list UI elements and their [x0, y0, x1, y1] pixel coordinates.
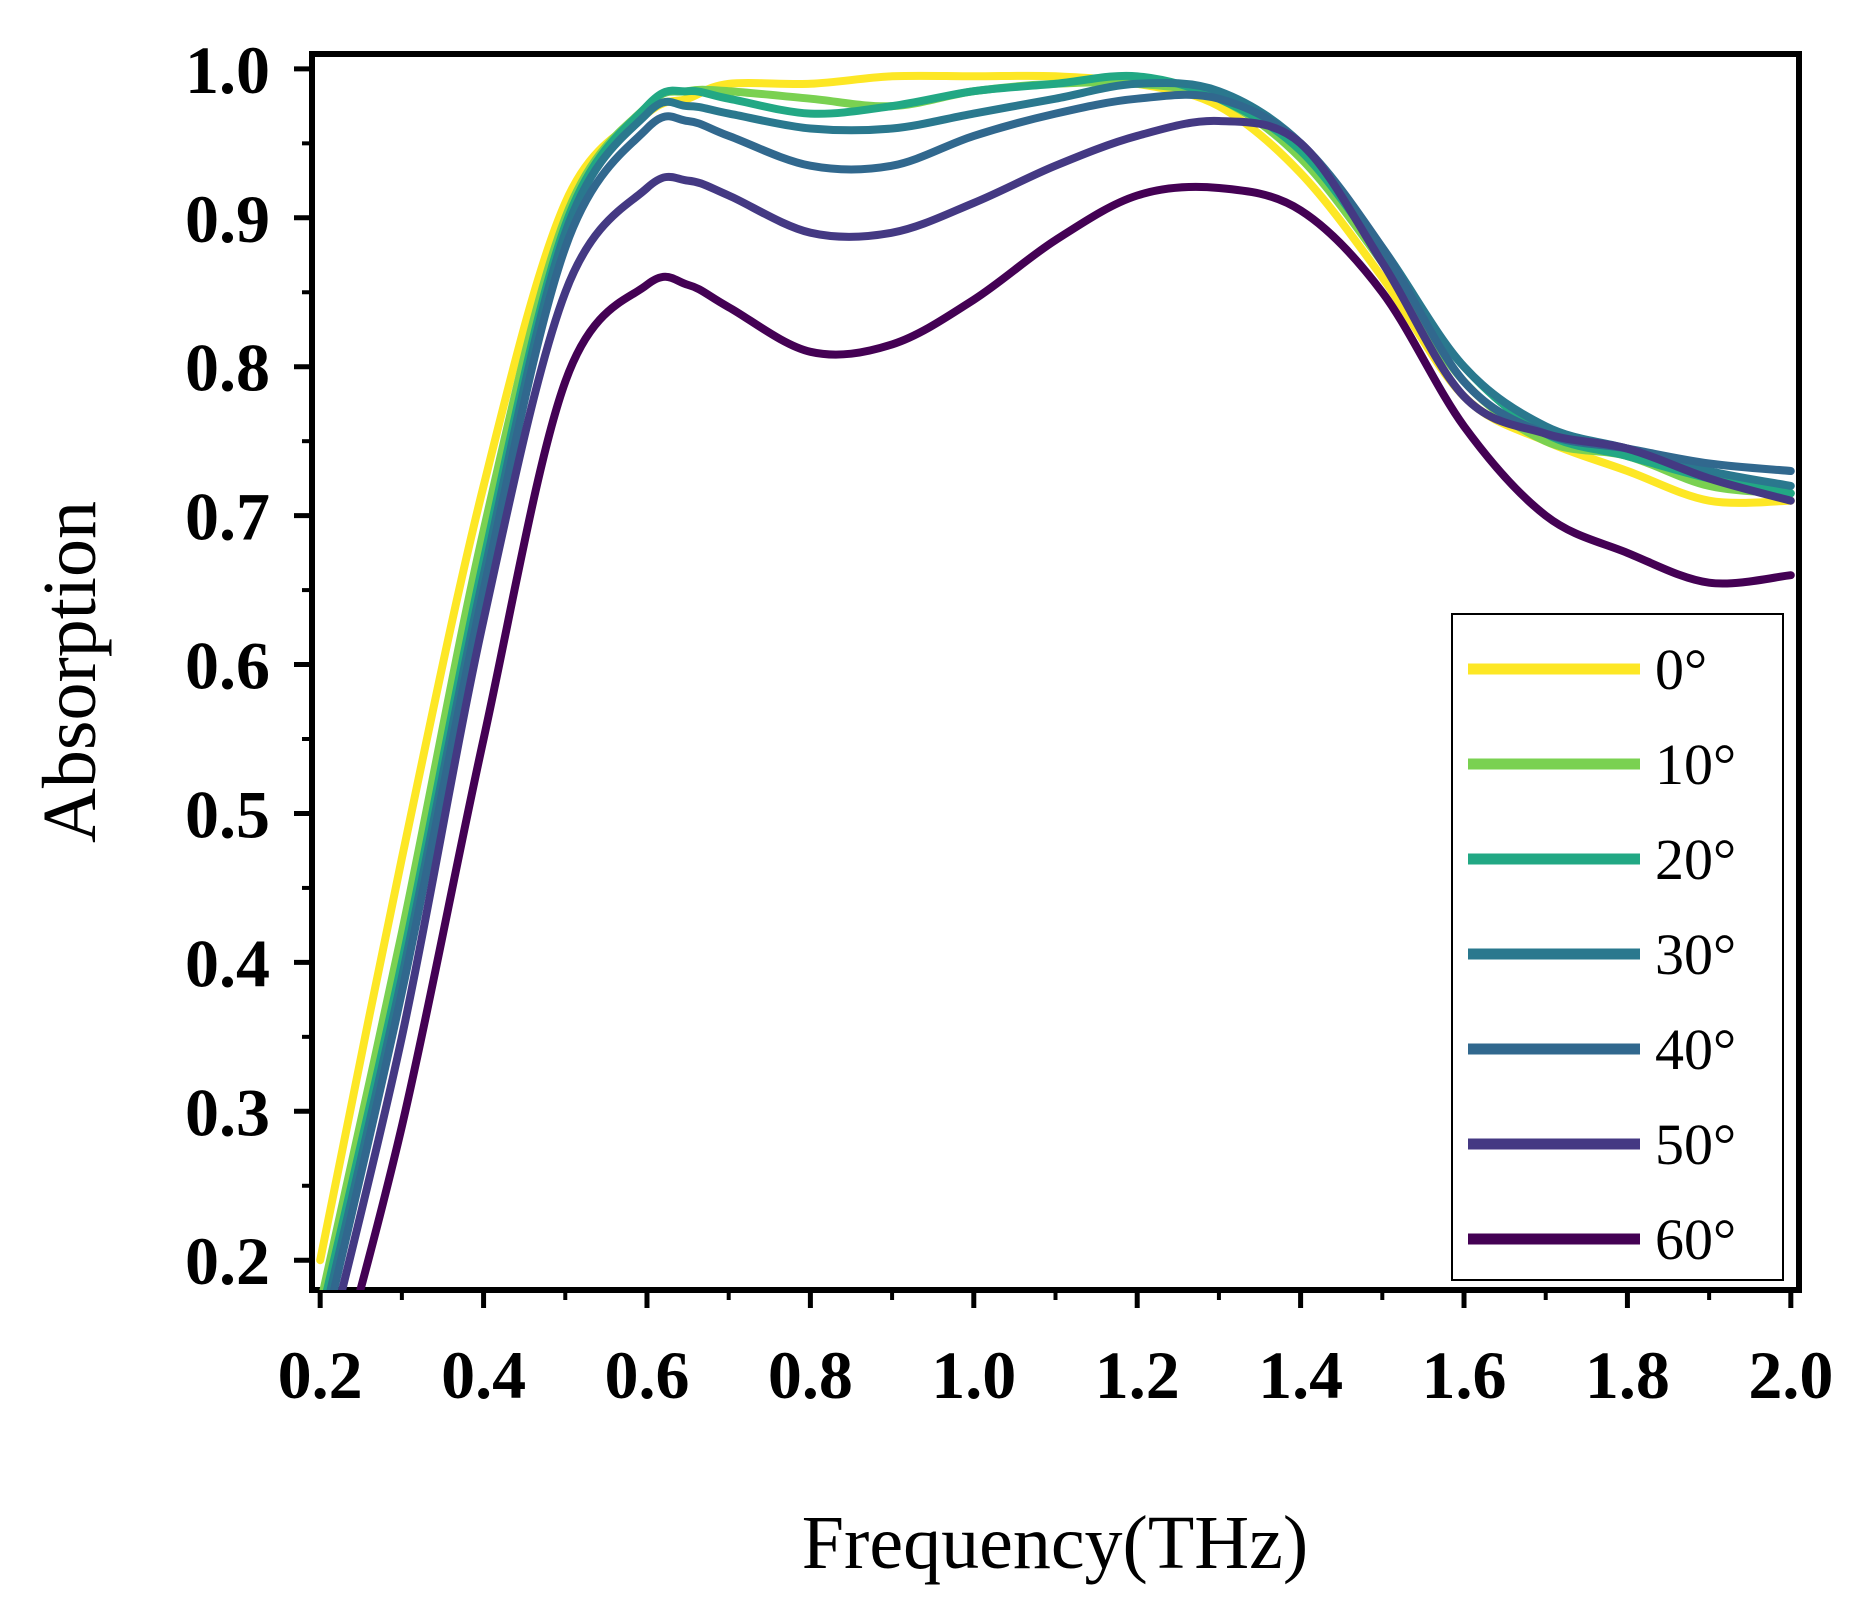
legend-label: 40° — [1655, 1017, 1736, 1082]
series-lines — [316, 71, 1795, 1290]
legend-box — [1451, 613, 1784, 1281]
y-tick-label: 1.0 — [185, 32, 270, 108]
x-tick-label: 0.2 — [278, 1337, 363, 1413]
series-line-5 — [338, 116, 1795, 1290]
x-tick-label: 1.0 — [931, 1337, 1016, 1413]
x-tick-label: 1.8 — [1585, 1337, 1670, 1413]
x-axis-title: Frequency(THz) — [802, 1501, 1308, 1585]
legend-label: 10° — [1655, 732, 1736, 797]
y-tick-label: 0.9 — [185, 181, 270, 257]
axis-ticks: 0.2 0.4 0.6 0.8 1.0 1.2 1.4 1.6 1.8 2.0 0.2 0.3 0.4 0… — [185, 32, 1833, 1413]
x-tick-label: 1.2 — [1095, 1337, 1180, 1413]
series-line-4 — [329, 90, 1795, 1290]
x-tick-label: 0.8 — [768, 1337, 853, 1413]
legend-label: 20° — [1655, 827, 1736, 892]
y-tick-label: 0.6 — [185, 628, 270, 704]
legend: 0° 10° 20° 30° 40° 50° 60° — [1451, 613, 1784, 1281]
legend-label: 0° — [1655, 637, 1707, 702]
y-tick-label: 0.5 — [185, 776, 270, 852]
y-tick-label: 0.2 — [185, 1223, 270, 1299]
y-tick-label: 0.8 — [185, 330, 270, 406]
x-tick-label: 0.4 — [441, 1337, 526, 1413]
legend-label: 50° — [1655, 1112, 1736, 1177]
y-tick-label: 0.4 — [185, 925, 270, 1001]
x-tick-label: 0.6 — [604, 1337, 689, 1413]
x-tick-label: 1.4 — [1258, 1337, 1343, 1413]
x-tick-label: 1.6 — [1422, 1337, 1507, 1413]
legend-label: 30° — [1655, 922, 1736, 987]
x-tick-label: 2.0 — [1748, 1337, 1833, 1413]
y-tick-label: 0.3 — [185, 1074, 270, 1150]
legend-label: 60° — [1655, 1207, 1736, 1272]
y-tick-label: 0.7 — [185, 479, 270, 555]
y-axis-title: Absorption — [28, 501, 112, 843]
series-line-6 — [356, 182, 1795, 1290]
